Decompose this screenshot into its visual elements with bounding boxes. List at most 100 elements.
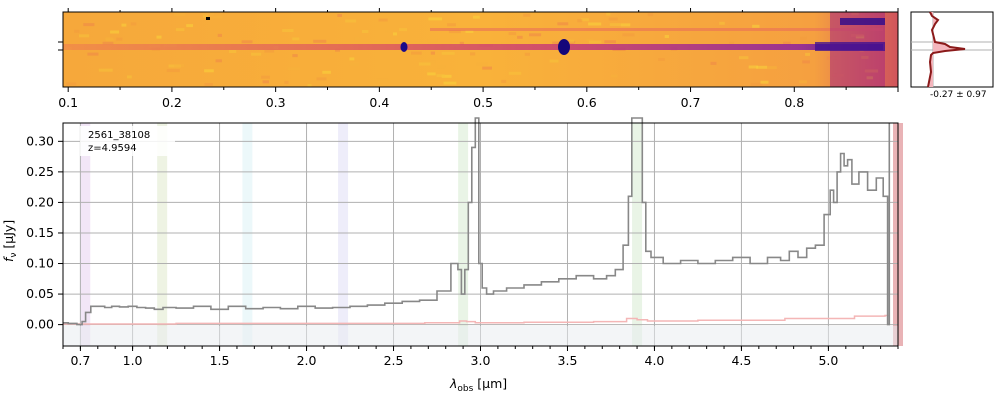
profile-line [927, 11, 966, 88]
emission-knot-0.66 [558, 39, 570, 55]
heatmap-cell [362, 30, 369, 33]
heatmap-cell [127, 75, 132, 79]
heatmap-cell [549, 59, 559, 63]
y-tick-label: 0.05 [26, 286, 54, 301]
heatmap-cell [529, 33, 542, 37]
heatmap-cell [588, 22, 602, 26]
heatmap-cell [156, 35, 162, 39]
heatmap-cell [203, 14, 208, 18]
y-axis-ticks: 0.00 0.05 0.10 0.15 0.20 0.25 0.30 [26, 133, 63, 332]
heatmap-cell [664, 35, 669, 38]
red-edge-deep-row [840, 18, 885, 25]
top-x-tick-label: 0.3 [266, 95, 286, 110]
top-x-tick-label: 0.4 [369, 95, 389, 110]
x-axis-title-sub: obs [457, 384, 473, 394]
y-axis-title-sub: ν [9, 253, 19, 258]
heatmap-cell [750, 82, 763, 86]
heatmap-cell [241, 40, 253, 44]
heatmap-cell [799, 80, 807, 84]
heatmap-cell [427, 39, 438, 43]
heatmap-cell [427, 72, 436, 76]
heatmap-cell [399, 28, 407, 32]
heatmap-cell [201, 12, 215, 16]
y-tick-label: 0.30 [26, 133, 54, 148]
y-tick-label: 0.00 [26, 317, 54, 332]
heatmap-cell [174, 64, 185, 68]
top-x-tick-label: 0.8 [784, 95, 804, 110]
x-axis-title: λobs [μm] [449, 376, 507, 394]
flux-line [63, 117, 891, 326]
bad-pixel [206, 17, 210, 20]
heatmap-cell [552, 41, 559, 45]
heatmap-cell [98, 68, 113, 72]
x-tick-label: 0.7 [70, 353, 90, 368]
line-band [458, 123, 469, 346]
upper-trace-row [430, 28, 883, 31]
top-x-tick-label: 0.2 [162, 95, 182, 110]
heatmap-cell [752, 24, 760, 28]
object-id-label: 2561_38108 [88, 130, 150, 141]
heatmap-cell [508, 71, 522, 75]
top-axis-tick-labels: 0.1 0.2 0.3 0.4 0.5 0.6 0.7 0.8 [58, 95, 804, 110]
heatmap-cell [563, 40, 576, 44]
trace-row [63, 44, 883, 50]
x-tick-label: 4.0 [645, 353, 665, 368]
emission-knot-0.5 [400, 42, 408, 52]
uncertainty-line [63, 314, 890, 325]
line-band [157, 123, 168, 346]
heatmap-cell [349, 62, 360, 66]
heatmap-cell [121, 23, 127, 27]
heatmap-cell [802, 60, 810, 64]
x-tick-label: 3.5 [558, 353, 578, 368]
heatmap-cell [783, 41, 791, 45]
y-axis-title-main: f [1, 256, 16, 262]
x-tick-label: 2.0 [297, 353, 317, 368]
heatmap-cell [385, 30, 393, 33]
legend-box [80, 126, 175, 156]
heatmap-cell [376, 78, 389, 82]
heatmap-cell [430, 51, 435, 55]
x-axis-ticks: 0.7 1.0 1.5 2.0 2.5 3.0 3.5 4.0 4.5 5.0 [62, 346, 899, 368]
heatmap-cell [767, 66, 777, 70]
line-band [632, 123, 643, 346]
line-band [338, 123, 349, 346]
heatmap-cell [501, 42, 507, 46]
y-tick-label: 0.10 [26, 256, 54, 271]
heatmap-cell [586, 38, 594, 42]
redshift-label: z=4.9594 [88, 143, 137, 154]
heatmap-cell [805, 52, 810, 56]
profile-annotation: -0.27 ± 0.97 [930, 90, 987, 100]
heatmap-cell [292, 54, 298, 58]
heatmap-cell [608, 17, 618, 21]
heatmap-cell [209, 15, 223, 19]
heatmap-cell [443, 81, 457, 85]
heatmap-cell [448, 30, 461, 34]
heatmap-cell [748, 65, 758, 69]
spectrum-1d-panel: 0.7 1.0 1.5 2.0 2.5 3.0 3.5 4.0 4.5 5.0 0.000.050… [1, 117, 903, 394]
heatmap-cell [204, 83, 213, 86]
heatmap-cell [217, 33, 222, 37]
red-edge-deep-row-2 [815, 42, 885, 51]
profile-fill [928, 12, 965, 87]
heatmap-cell [515, 83, 526, 87]
heatmap-cell [577, 19, 583, 23]
top-axis-ticks [67, 8, 899, 92]
heatmap-cell [110, 30, 120, 34]
heatmap-cell [523, 13, 531, 17]
heatmap-cell [393, 32, 397, 36]
heatmap-cell [647, 13, 654, 17]
heatmap-cell [800, 36, 807, 40]
heatmap-cell [66, 82, 77, 86]
heatmap-cell [428, 17, 443, 21]
heatmap-cell [105, 37, 113, 41]
heatmap-cell [588, 40, 602, 44]
heatmap-cell [287, 67, 300, 71]
heatmap-cell [508, 32, 517, 36]
heatmap-cell [335, 48, 340, 52]
heatmap-cell [349, 57, 355, 61]
heatmap-cell [166, 69, 180, 73]
heatmap-cell [284, 80, 289, 84]
heatmap-cell [729, 41, 735, 45]
line-band [80, 123, 91, 346]
